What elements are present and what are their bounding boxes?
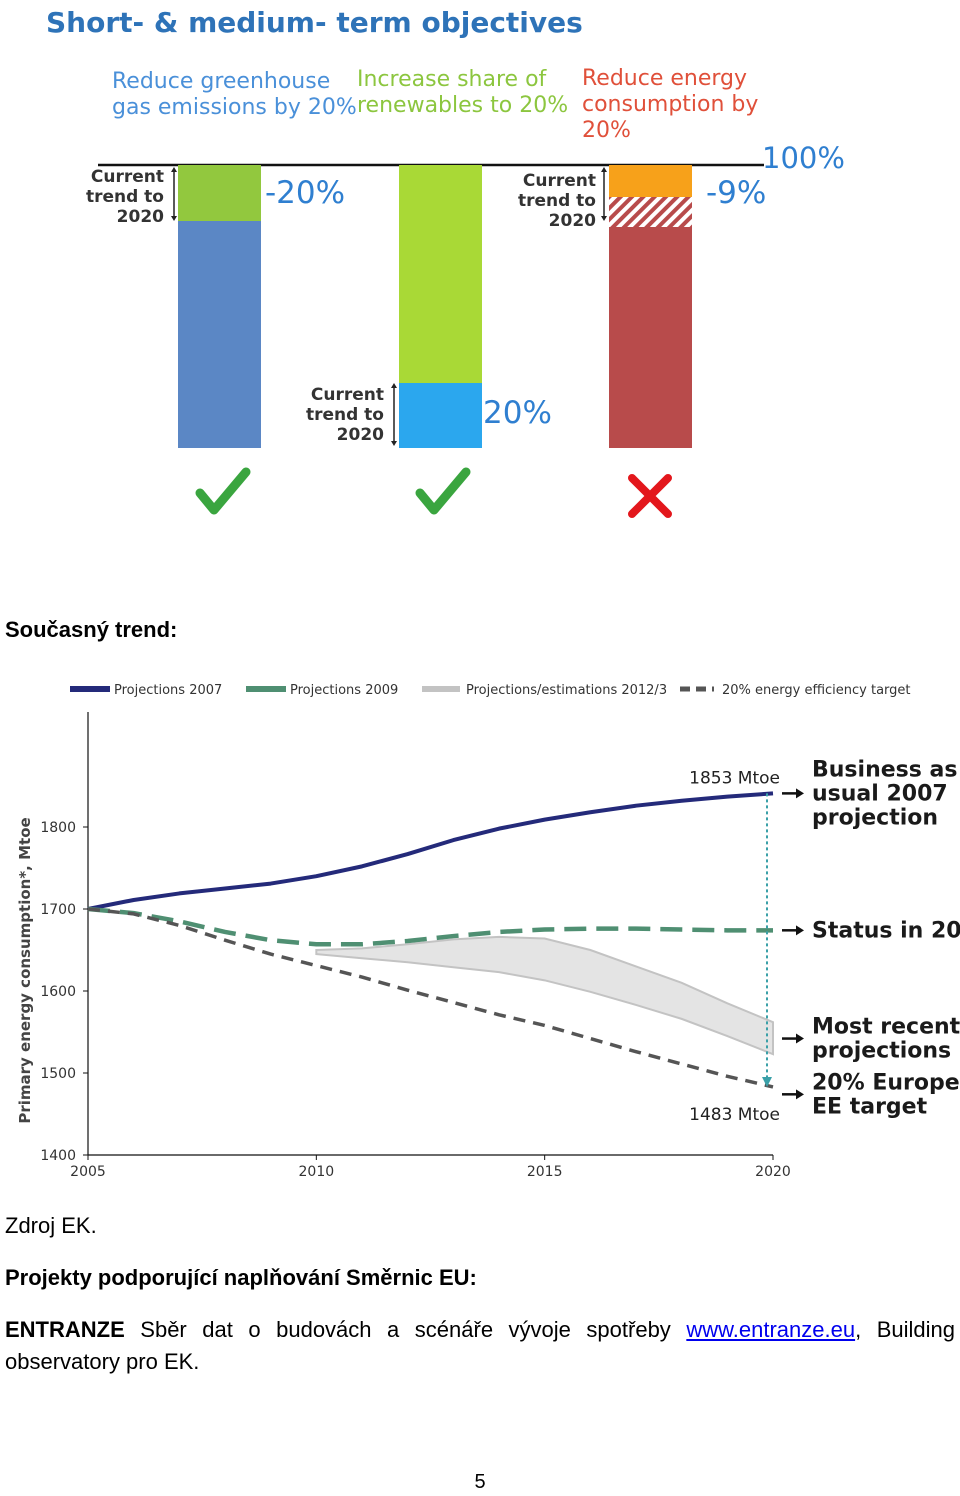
scenario-label: Most recent projections <box>812 1015 960 1064</box>
x-tick-label: 2015 <box>527 1164 563 1180</box>
bar-segment-top <box>399 165 482 383</box>
bottom-value-label: 1483 Mtoe <box>689 1105 780 1125</box>
energy-trend-chart: Projections 2007 Projections 2009 Projecti… <box>16 683 960 1180</box>
objective-heading: Increase share of renewables to 20% <box>357 67 568 118</box>
entranze-description: Sběr dat o budovách a scénáře vývoje spo… <box>124 1317 687 1342</box>
bar-segment-current <box>609 165 692 197</box>
objective-value-label: -20% <box>265 175 345 211</box>
bar-segment-bottom <box>399 383 482 448</box>
scenario-label: Status in 2009 <box>812 918 960 943</box>
legend-item: Projections 2009 <box>246 683 398 698</box>
legend-item: Projections/estimations 2012/3 <box>422 683 667 698</box>
check-icon <box>195 467 251 515</box>
page-number: 5 <box>474 1471 486 1493</box>
entranze-link[interactable]: www.entranze.eu <box>686 1317 856 1342</box>
legend-item: Projections 2007 <box>70 683 222 698</box>
y-tick-label: 1500 <box>40 1066 76 1082</box>
chart-legend: Projections 2007 Projections 2009 Projecti… <box>70 683 911 698</box>
entranze-tail: , Building observatory pro EK. <box>5 1317 955 1374</box>
series-line-ee-target <box>87 907 774 1089</box>
y-tick-label: 1600 <box>40 984 76 1000</box>
check-icon <box>415 467 471 515</box>
series-line-projections-2007 <box>87 791 774 911</box>
x-tick-label: 2020 <box>755 1164 791 1180</box>
baseline-label: 100% <box>762 141 845 175</box>
cross-icon <box>628 474 672 518</box>
legend-label: Projections 2007 <box>114 683 222 698</box>
objectives-figure: Short- & medium- term objectives 100%Red… <box>46 6 845 518</box>
bar-segment-bottom <box>178 221 261 448</box>
series-band-2012-3 <box>315 935 774 1056</box>
scenario-label: 20% EuropeanEE target <box>812 1070 960 1119</box>
objective-heading: Reduce energy consumption by 20% <box>582 66 758 143</box>
section-heading: Současný trend: <box>5 617 178 642</box>
source-note: Zdroj EK. <box>5 1213 97 1238</box>
objective-value-label: -9% <box>706 175 766 211</box>
y-axis-label: Primary energy consumption*, Mtoe <box>16 817 34 1123</box>
projects-heading: Projekty podporující naplňování Směrnic … <box>5 1265 477 1290</box>
y-tick-label: 1700 <box>40 902 76 918</box>
bar-segment-gap <box>609 197 692 227</box>
objectives-title: Short- & medium- term objectives <box>46 6 583 39</box>
legend-label: 20% energy efficiency target <box>722 683 911 698</box>
trend-label: Current trend to 2020 <box>306 385 384 445</box>
y-tick-label: 1400 <box>40 1148 76 1164</box>
entranze-name: ENTRANZE <box>5 1317 125 1342</box>
scenario-label: Business as usual 2007 projection <box>812 757 957 830</box>
objective-value-label: 20% <box>483 395 552 431</box>
trend-label: Current trend to 2020 <box>86 167 164 227</box>
y-tick-label: 1800 <box>40 820 76 836</box>
bar-segment-base <box>609 227 692 448</box>
trend-label: Current trend to 2020 <box>518 171 596 231</box>
entranze-paragraph: ENTRANZE Sběr dat o budovách a scénáře v… <box>5 1314 955 1378</box>
legend-item: 20% energy efficiency target <box>680 683 911 698</box>
chart-axes: 1400 1500 1600 1700 1800 2005 2010 2015 2020 <box>40 712 791 1180</box>
legend-label: Projections 2009 <box>290 683 398 698</box>
x-tick-label: 2005 <box>70 1164 106 1180</box>
bar-segment-top <box>178 165 261 221</box>
objective-heading: Reduce greenhouse gas emissions by 20% <box>112 69 357 120</box>
legend-label: Projections/estimations 2012/3 <box>466 683 667 698</box>
top-value-label: 1853 Mtoe <box>689 768 780 788</box>
x-tick-label: 2010 <box>299 1164 335 1180</box>
series-line-projections-2009 <box>87 906 773 947</box>
